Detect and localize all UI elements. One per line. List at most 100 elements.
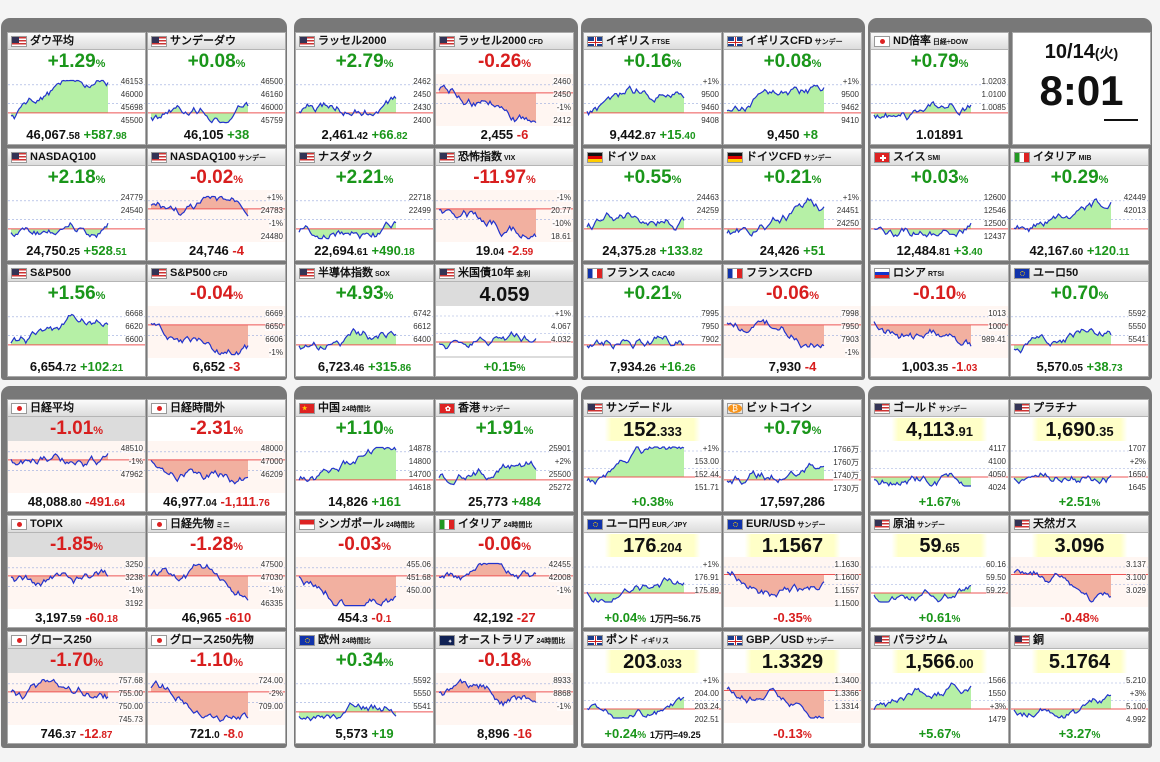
tile-header: NASDAQ100 サンデー bbox=[148, 149, 285, 166]
change-percent: -2.31% bbox=[189, 418, 244, 439]
ticker-tile-platinum[interactable]: プラチナ 1,690.35 +2.51% 1707 +2% 1650 1645 bbox=[1010, 399, 1149, 512]
ticker-tile-sox[interactable]: 半導体指数 SOX +4.93% 6,723.46 +315.86 6742 6612 6… bbox=[295, 264, 434, 377]
axis-label: 47500 bbox=[260, 560, 283, 569]
axis-label: 12500 bbox=[983, 219, 1006, 228]
ticker-tile-crude[interactable]: 原油 サンデー 59.65 +0.61% 60.16 59.50 59.22 bbox=[870, 515, 1009, 628]
chart-fill bbox=[439, 332, 536, 349]
ticker-tile-vix[interactable]: 恐怖指数 VIX -11.97% 19.04 -2.59 -1% 20.77 -10% 18… bbox=[435, 148, 574, 261]
ticker-tile-nikkei[interactable]: 日経平均 -1.01% 48,088.80 -491.64 48510 -1% 4796… bbox=[7, 399, 146, 512]
flag-hk-icon: ✿ bbox=[439, 403, 455, 414]
tile-header: パラジウム bbox=[871, 632, 1008, 649]
axis-label: +1% bbox=[266, 193, 283, 202]
ticker-tile-nikkei-fut[interactable]: 日経先物 ミニ -1.28% 46,965 -610 47500 47030 -1% 463… bbox=[147, 515, 286, 628]
ticker-name: ナスダック bbox=[318, 151, 373, 163]
ticker-tile-euro50[interactable]: ユーロ50 +0.70% 5,570.05 +38.73 5592 5550 5541 bbox=[1010, 264, 1149, 377]
chart-fill bbox=[439, 461, 536, 485]
flag-uk-icon bbox=[727, 635, 743, 646]
ticker-tile-russia[interactable]: ロシア RTSI -0.10% 1,003.35 -1.03 1013 1000 989.… bbox=[870, 264, 1009, 377]
flag-us-icon bbox=[439, 152, 455, 163]
price-line bbox=[1013, 328, 1112, 354]
change-percent: -0.48% bbox=[1011, 609, 1148, 627]
price-row: 3,197.59 -60.18 bbox=[8, 609, 145, 627]
ticker-tile-australia[interactable]: ✦ オーストラリア 24時間比 -0.18% 8,896 -16 8933 8868 -1… bbox=[435, 631, 574, 744]
ticker-tile-uk[interactable]: イギリス FTSE +0.16% 9,442.87 +15.40 +1% 9500 946… bbox=[583, 32, 722, 145]
ticker-tile-us10y[interactable]: 米国債10年 金利 4.059 +0.15% +1% 4.067 4.032 bbox=[435, 264, 574, 377]
ticker-tile-topix[interactable]: TOPIX -1.85% 3,197.59 -60.18 3250 3238 -1% 31… bbox=[7, 515, 146, 628]
axis-label: 24783 bbox=[260, 206, 283, 215]
ticker-tile-nikkei-ah[interactable]: 日経時間外 -2.31% 46,977.04 -1,111.76 48000 4700… bbox=[147, 399, 286, 512]
ticker-sub: サンデー bbox=[803, 155, 832, 162]
ticker-tile-italy[interactable]: イタリア MIB +0.29% 42,167.60 +120.11 42449 4201… bbox=[1010, 148, 1149, 261]
flag-jp-icon bbox=[151, 519, 167, 530]
price-row: 454.3 -0.1 bbox=[296, 609, 433, 627]
ticker-tile-europe[interactable]: 欧州 24時間比 +0.34% 5,573 +19 5592 5550 5541 bbox=[295, 631, 434, 744]
chart-bg bbox=[296, 673, 433, 727]
price-row: 6,723.46 +315.86 bbox=[296, 358, 433, 376]
price-line bbox=[1013, 472, 1112, 485]
price-line bbox=[1013, 694, 1112, 719]
ticker-tile-nasdaq100[interactable]: NASDAQ100 +2.18% 24,750.25 +528.51 24779 24… bbox=[7, 148, 146, 261]
ticker-tile-ger[interactable]: ドイツ DAX +0.55% 24,375.28 +133.82 24463 24259 bbox=[583, 148, 722, 261]
flag-ch-icon bbox=[874, 152, 890, 163]
price-row: 42,192 -27 bbox=[436, 609, 573, 627]
ticker-tile-france-cfd[interactable]: フランスCFD -0.06% 7,930 -4 7998 7950 7903 -1% bbox=[723, 264, 862, 377]
ticker-tile-china[interactable]: ★ 中国 24時間比 +1.10% 14,826 +161 14878 14800 147… bbox=[295, 399, 434, 512]
chart-fill bbox=[151, 323, 248, 355]
axis-label: 7995 bbox=[701, 309, 719, 318]
ticker-tile-gbpjpy[interactable]: ポンド イギリス 203.033 +0.24% 1万円=49.25 +1% 204.00… bbox=[583, 631, 722, 744]
ticker-name: パラジウム bbox=[893, 634, 948, 646]
ticker-tile-nd-ratio[interactable]: ND倍率 日経÷DOW +0.79% 1.01891 1.0203 1.0100 1.0… bbox=[870, 32, 1009, 145]
ticker-tile-natgas[interactable]: 天然ガス 3.096 -0.48% 3.137 3.100 3.029 bbox=[1010, 515, 1149, 628]
ticker-tile-ger-cfd[interactable]: ドイツCFD サンデー +0.21% 24,426 +51 +1% 24451 24250 bbox=[723, 148, 862, 261]
ticker-sub: サンデー bbox=[806, 638, 835, 645]
ticker-tile-palladium[interactable]: パラジウム 1,566.00 +5.67% 1566 1550 +3% 1479 bbox=[870, 631, 1009, 744]
ticker-tile-btc[interactable]: ₿ ビットコイン +0.79% 17,597,286 1766万 1760万 1740… bbox=[723, 399, 862, 512]
change-percent: -1.01% bbox=[49, 418, 104, 439]
ticker-tile-italy24[interactable]: イタリア 24時間比 -0.06% 42,192 -27 42455 42008 -1% bbox=[435, 515, 574, 628]
ticker-tile-hk[interactable]: ✿ 香港 サンデー +1.91% 25,773 +484 25901 +2% 25500 2… bbox=[435, 399, 574, 512]
chart-bg bbox=[584, 306, 721, 360]
axis-label: 45759 bbox=[260, 116, 283, 125]
ticker-tile-singapore[interactable]: シンガポール 24時間比 -0.03% 454.3 -0.1 455.06 451.68… bbox=[295, 515, 434, 628]
ticker-tile-gbpusd[interactable]: GBP／USD サンデー 1.3329 -0.13% 1.3400 1.3366 1.33… bbox=[723, 631, 862, 744]
ticker-tile-uk-cfd[interactable]: イギリスCFD サンデー +0.08% 9,450 +8 +1% 9500 9462 941… bbox=[723, 32, 862, 145]
ticker-tile-eurjpy[interactable]: ユーロ円 EUR／JPY 176.204 +0.04% 1万円=56.75 +1% 17… bbox=[583, 515, 722, 628]
ticker-tile-sp500-cfd[interactable]: S&P500 CFD -0.04% 6,652 -3 6669 6650 6606 -1% bbox=[147, 264, 286, 377]
ticker-tile-russell-cfd[interactable]: ラッセル2000 CFD -0.26% 2,455 -6 2460 2450 -1% 241… bbox=[435, 32, 574, 145]
price-chart bbox=[148, 673, 285, 727]
ticker-tile-russell[interactable]: ラッセル2000 +2.79% 2,461.42 +66.82 2462 2450 24… bbox=[295, 32, 434, 145]
ticker-name: 銅 bbox=[1033, 634, 1044, 646]
chart-fill bbox=[151, 564, 248, 601]
price-row: 46,067.58 +587.98 bbox=[8, 126, 145, 144]
price-row: 48,088.80 -491.64 bbox=[8, 493, 145, 511]
price-line bbox=[150, 195, 249, 217]
ticker-tile-swiss[interactable]: スイス SMI +0.03% 12,484.81 +3.40 12600 12546 12… bbox=[870, 148, 1009, 261]
axis-label: 1.3366 bbox=[834, 689, 859, 698]
axis-label: 5592 bbox=[413, 676, 431, 685]
ticker-tile-sp500[interactable]: S&P500 +1.56% 6,654.72 +102.21 6668 6620 660… bbox=[7, 264, 146, 377]
ticker-tile-eurusd[interactable]: EUR/USD サンデー 1.1567 -0.35% 1.1630 1.1600 1.15… bbox=[723, 515, 862, 628]
axis-label: 5.210 bbox=[1125, 676, 1146, 685]
ticker-tile-nasdaq[interactable]: ナスダック +2.21% 22,694.61 +490.18 22718 22499 bbox=[295, 148, 434, 261]
axis-label: 2462 bbox=[413, 77, 431, 86]
ticker-tile-growth250[interactable]: グロース250 -1.70% 746.37 -12.87 757.68 755.00 7… bbox=[7, 631, 146, 744]
change-percent: -0.06% bbox=[477, 534, 532, 555]
price-row: 1.01891 bbox=[871, 126, 1008, 144]
ticker-name: GBP／USD bbox=[746, 634, 805, 646]
tile-header: シンガポール 24時間比 bbox=[296, 516, 433, 533]
ticker-tile-nasdaq100-sun[interactable]: NASDAQ100 サンデー -0.02% 24,746 -4 +1% 24783 -1%… bbox=[147, 148, 286, 261]
flag-cn-icon: ★ bbox=[299, 403, 315, 414]
ticker-tile-gold[interactable]: ゴールド サンデー 4,113.91 +1.67% 4117 4100 4050 4024 bbox=[870, 399, 1009, 512]
axis-label: -1% bbox=[556, 103, 571, 112]
ticker-tile-copper[interactable]: 銅 5.1764 +3.27% 5.210 +3% 5.100 4.992 bbox=[1010, 631, 1149, 744]
price-line bbox=[298, 95, 397, 117]
ticker-tile-dow[interactable]: ダウ平均 +1.29% 46,067.58 +587.98 46153 46000 45… bbox=[7, 32, 146, 145]
ticker-tile-france[interactable]: フランス CAC40 +0.21% 7,934.26 +16.26 7995 7950 7… bbox=[583, 264, 722, 377]
ticker-tile-growth250-fut[interactable]: グロース250先物 -1.10% 721.0 -8.0 724.00 -2% 709.0… bbox=[147, 631, 286, 744]
chart-fill bbox=[1014, 198, 1111, 232]
ticker-tile-sunday-usdjpy[interactable]: サンデードル 152.333 +0.38% +1% 153.00 152.44 151.7… bbox=[583, 399, 722, 512]
tile-header: プラチナ bbox=[1011, 400, 1148, 417]
axis-label: 24250 bbox=[836, 219, 859, 228]
change-percent: +4.93% bbox=[335, 283, 394, 304]
ticker-tile-sunday-dow[interactable]: サンデーダウ +0.08% 46,105 +38 46500 46160 46000 45… bbox=[147, 32, 286, 145]
